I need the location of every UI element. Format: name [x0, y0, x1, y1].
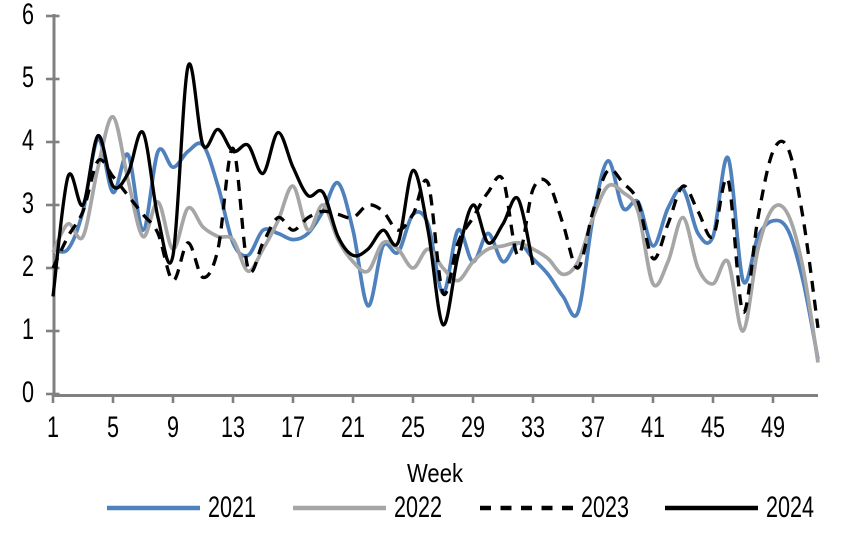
x-tick-label-5: 5 [107, 411, 119, 444]
x-tick-label-33: 33 [521, 411, 545, 444]
y-tick-label-6: 6 [22, 0, 34, 31]
x-tick-label-49: 49 [761, 411, 785, 444]
y-tick-label-1: 1 [22, 313, 34, 346]
y-tick-label-5: 5 [22, 61, 34, 94]
x-tick-label-41: 41 [641, 411, 665, 444]
legend-label-2024: 2024 [766, 491, 814, 524]
series-2021-line [52, 137, 820, 360]
legend-label-2022: 2022 [394, 491, 442, 524]
legend-item-2023: 2023 [480, 491, 629, 524]
y-tick-label-0: 0 [22, 376, 34, 409]
series-2022-line [51, 114, 820, 363]
x-axis-title: Week [407, 458, 464, 488]
x-tick-label-37: 37 [581, 411, 605, 444]
x-tick-label-25: 25 [401, 411, 425, 444]
legend: 2021 2022 2023 2024 [107, 491, 814, 524]
x-tick-label-21: 21 [341, 411, 365, 444]
legend-label-2021: 2021 [208, 491, 256, 524]
legend-label-2023: 2023 [581, 491, 629, 524]
series-2024-line [51, 62, 535, 327]
x-tick-label-1: 1 [47, 411, 59, 444]
x-tick-label-29: 29 [461, 411, 485, 444]
y-tick-label-3: 3 [22, 187, 34, 220]
x-tick-label-9: 9 [167, 411, 179, 444]
x-tick-label-45: 45 [701, 411, 725, 444]
series-2023-line [51, 139, 820, 329]
x-tick-label-17: 17 [281, 411, 305, 444]
series-group [51, 62, 820, 363]
y-tick-label-4: 4 [22, 124, 34, 157]
legend-item-2022: 2022 [293, 491, 442, 524]
legend-item-2021: 2021 [107, 491, 256, 524]
y-tick-label-2: 2 [22, 250, 34, 283]
legend-item-2024: 2024 [665, 491, 814, 524]
x-tick-label-13: 13 [221, 411, 245, 444]
